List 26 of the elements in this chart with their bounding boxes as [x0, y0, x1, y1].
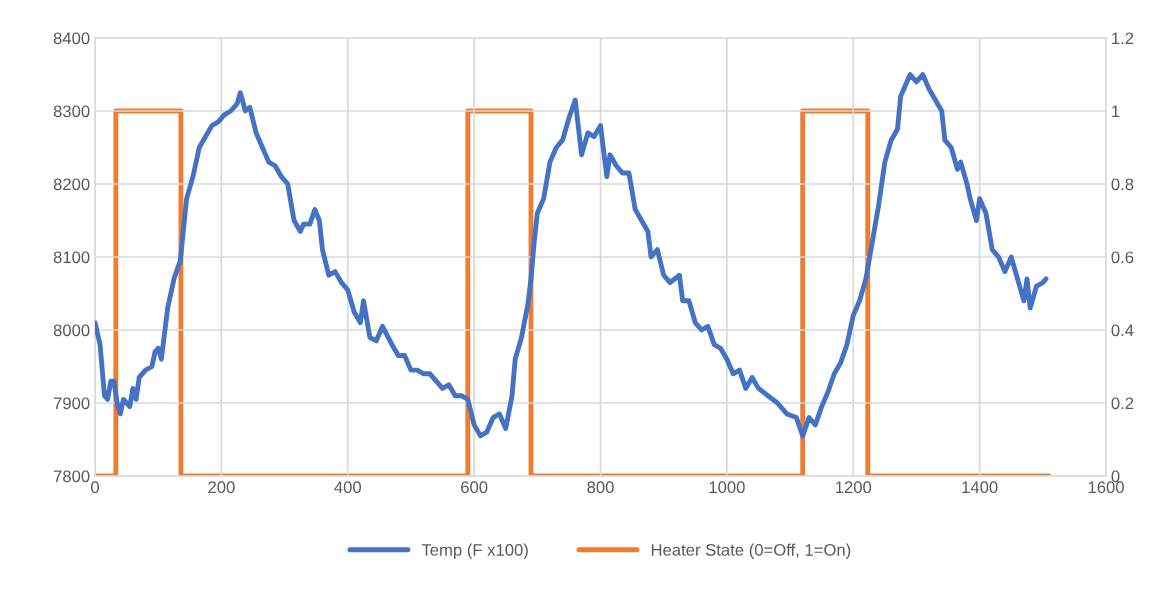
- x-tick-label: 200: [208, 481, 235, 494]
- legend-label: Heater State (0=Off, 1=On): [651, 543, 851, 560]
- y-tick-label: 8400: [53, 32, 90, 45]
- x-tick-label: 600: [461, 481, 488, 494]
- y2-tick-label: 0.2: [1111, 397, 1134, 410]
- x-tick-label: 0: [91, 481, 99, 494]
- y-tick-label: 7800: [53, 470, 90, 483]
- y2-tick-label: 1: [1112, 105, 1120, 118]
- x-tick-label: 1400: [962, 481, 998, 494]
- y-tick-label: 7900: [53, 397, 90, 410]
- x-tick-label: 800: [587, 481, 614, 494]
- legend-label: Temp (F x100): [421, 543, 528, 560]
- y-tick-label: 8000: [53, 324, 90, 337]
- x-tick-label: 400: [334, 481, 361, 494]
- y-tick-label: 8200: [53, 178, 90, 191]
- x-tick-label: 1200: [835, 481, 872, 494]
- y2-tick-label: 0.4: [1111, 324, 1134, 337]
- y2-tick-label: 0: [1111, 470, 1120, 483]
- x-tick-label: 1000: [709, 481, 745, 494]
- y2-tick-label: 1.2: [1112, 32, 1134, 45]
- y-tick-label: 8300: [53, 105, 90, 118]
- y-tick-label: 8100: [53, 251, 90, 264]
- y2-tick-label: 0.6: [1111, 251, 1134, 264]
- x-tick-label: 1600: [1088, 481, 1124, 494]
- line-series: [95, 72, 1049, 439]
- y2-tick-label: 0.8: [1111, 178, 1134, 191]
